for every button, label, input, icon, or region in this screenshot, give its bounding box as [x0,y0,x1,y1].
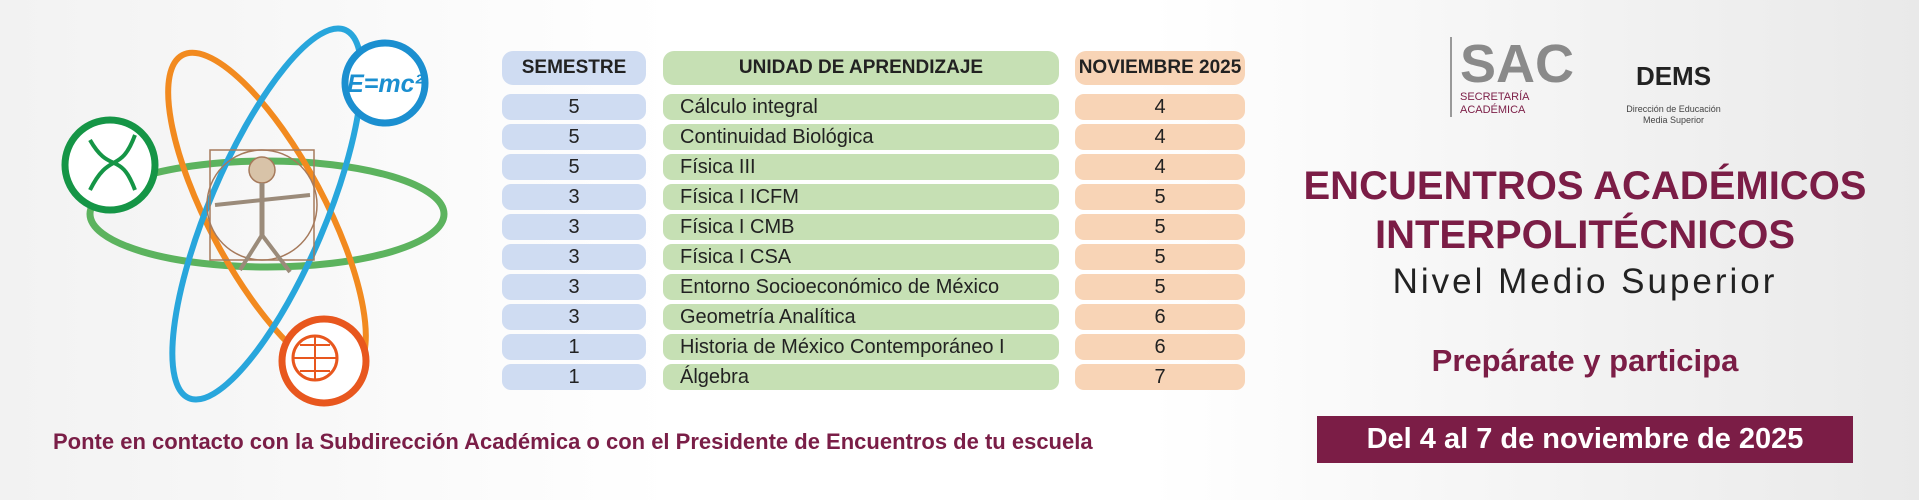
dems-acronym: DEMS [1635,61,1712,91]
call-to-action: Prepárate y participa [1431,343,1739,378]
event-subtitle: Nivel Medio Superior [1392,262,1778,301]
sac-acronym: SAC [1460,34,1575,94]
learning-unit: Física I CMB [663,214,1059,240]
semester: 5 [502,124,646,150]
november-day: 5 [1075,244,1245,270]
blue-orbit [169,25,365,403]
november-day: 4 [1075,124,1245,150]
header-semester: SEMESTRE [502,51,646,85]
formula: E=mc² [347,70,423,98]
event-dates: Del 4 al 7 de noviembre de 2025 [1317,416,1853,463]
atom-illustration: E=mc² [61,25,448,407]
dna-helix [88,134,137,191]
event-title: ENCUENTROS ACADÉMICOS [1303,164,1867,208]
learning-unit: Historia de México Contemporáneo I [663,334,1059,360]
learning-unit: Física III [663,154,1059,180]
november-day: 6 [1075,304,1245,330]
november-day: 5 [1075,214,1245,240]
learning-unit: Álgebra [663,364,1059,390]
header-november-day: NOVIEMBRE 2025 [1075,51,1245,85]
semester: 1 [502,364,646,390]
header-learning-unit: UNIDAD DE APRENDIZAJE [663,51,1059,85]
dems-line: Dirección de Educación [1626,104,1721,114]
globe-lines [293,336,337,380]
sac-logo: SAC SECRETARÍA ACADÉMICA [1450,37,1574,117]
semester: 3 [502,214,646,240]
semester: 3 [502,304,646,330]
november-day: 4 [1075,94,1245,120]
november-day: 5 [1075,184,1245,210]
sac-line: SECRETARÍA [1460,91,1530,103]
semester: 3 [502,274,646,300]
formula-icon [341,39,429,127]
semester: 5 [502,94,646,120]
sac-line: ACADÉMICA [1460,104,1526,116]
learning-unit: Física I ICFM [663,184,1059,210]
learning-unit: Geometría Analítica [663,304,1059,330]
november-day: 6 [1075,334,1245,360]
semester: 3 [502,184,646,210]
semester: 5 [502,154,646,180]
november-day: 4 [1075,154,1245,180]
learning-unit: Cálculo integral [663,94,1059,120]
learning-unit: Entorno Socioeconómico de México [663,274,1059,300]
event-title: INTERPOLITÉCNICOS [1374,213,1796,257]
november-day: 5 [1075,274,1245,300]
vitruvian-figure [206,149,318,274]
learning-unit: Física I CSA [663,244,1059,270]
dems-line: Media Superior [1642,115,1705,125]
contact-note: Ponte en contacto con la Subdirección Ac… [53,429,1093,454]
november-day: 7 [1075,364,1245,390]
dems-logo: DEMS Dirección de Educación Media Superi… [1616,40,1731,126]
semester: 3 [502,244,646,270]
learning-unit: Continuidad Biológica [663,124,1059,150]
semester: 1 [502,334,646,360]
